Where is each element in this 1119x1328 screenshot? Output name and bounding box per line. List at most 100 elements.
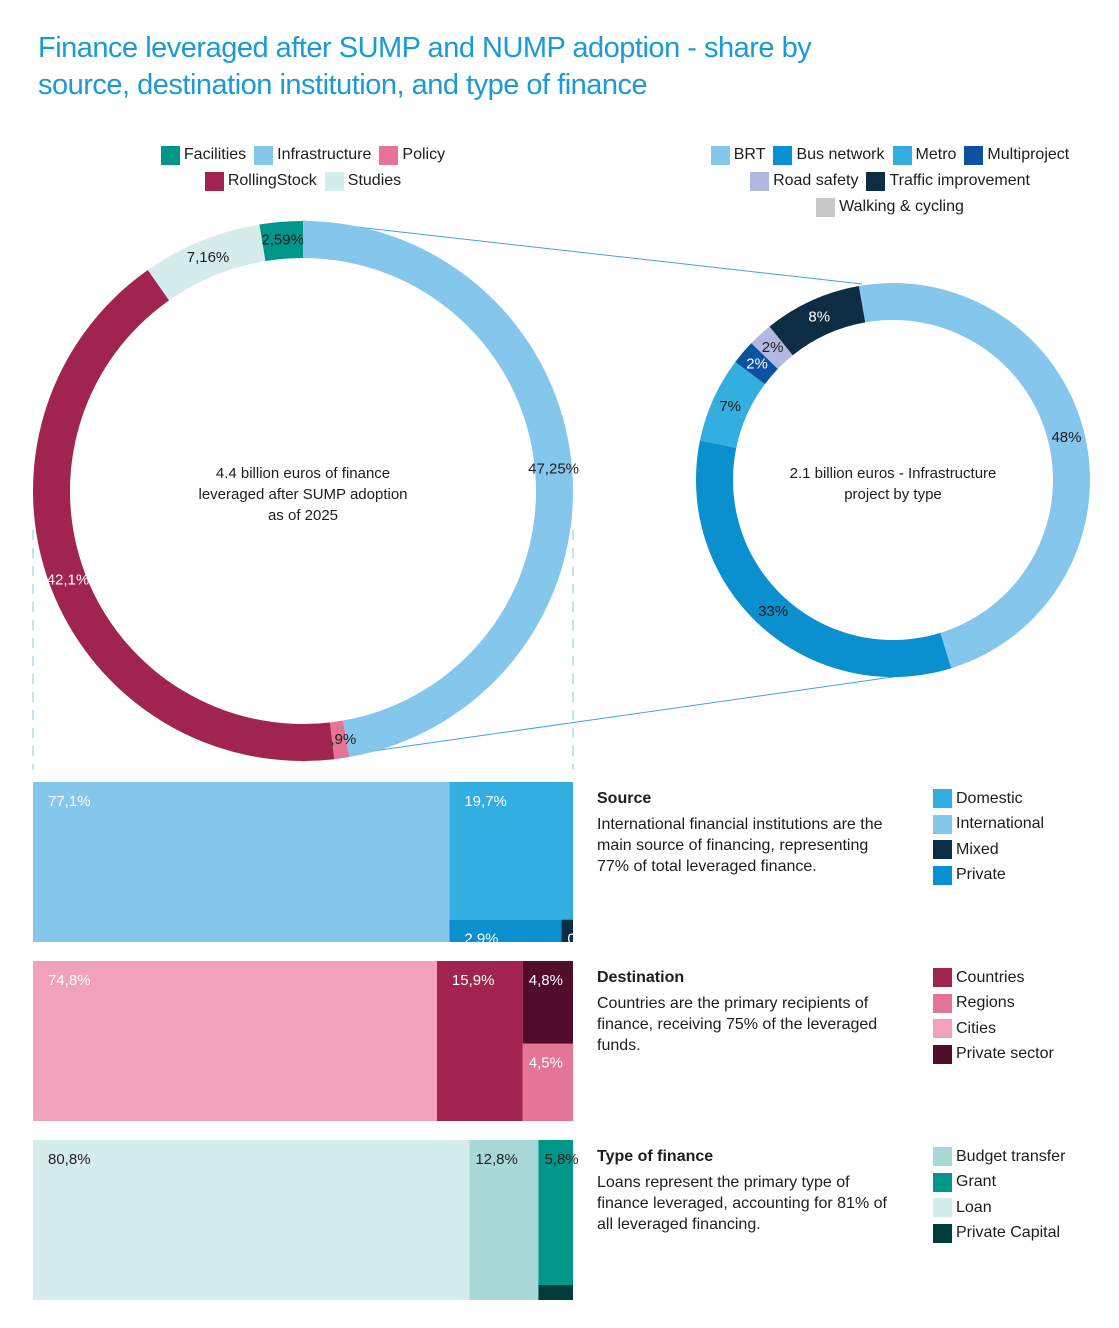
legend-swatch xyxy=(933,968,952,988)
legend-item: Facilities xyxy=(160,145,247,165)
legend-swatch xyxy=(933,993,952,1013)
section-description: Loans represent the primary type of fina… xyxy=(597,1174,887,1233)
legend-label: Multiproject xyxy=(987,146,1070,163)
donut-segment xyxy=(329,720,350,760)
legend-label: Metro xyxy=(915,146,957,163)
legend-swatch xyxy=(710,145,730,165)
data-label: 2% xyxy=(746,355,768,372)
legend-label: Mixed xyxy=(956,840,999,858)
legend-swatch xyxy=(933,1223,952,1243)
legend-label: Traffic improvement xyxy=(889,172,1030,189)
legend-item: Private xyxy=(933,863,1044,889)
data-label: 12,8% xyxy=(475,1151,518,1168)
treemap-cell xyxy=(33,782,450,942)
treemap-cell xyxy=(522,1043,573,1121)
legend-item: Infrastructure xyxy=(254,145,371,165)
treemap-cell xyxy=(449,919,562,942)
legend-label: BRT xyxy=(733,146,766,163)
legend-swatch xyxy=(933,865,952,885)
legend: Budget transfer Grant Loan Private Capital xyxy=(933,1144,1065,1246)
legend-swatch xyxy=(204,171,224,191)
legend-swatch xyxy=(892,145,912,165)
donut-segment xyxy=(735,343,778,385)
legend-item: Budget transfer xyxy=(933,1144,1065,1170)
legend-label: Domestic xyxy=(956,789,1023,807)
legend-swatch xyxy=(816,197,836,217)
treemap-cell xyxy=(538,1285,573,1300)
legend-item: Policy xyxy=(379,145,445,165)
legend-item: Walking & cycling xyxy=(816,197,964,217)
legend-label: Grant xyxy=(956,1173,997,1191)
legend-swatch xyxy=(160,145,180,165)
legend-label: Loan xyxy=(956,1198,992,1216)
legend-swatch xyxy=(933,814,952,834)
donut-annotation: 2.1 billion euros - Infrastructure proje… xyxy=(789,465,997,503)
treemap-cell xyxy=(522,961,573,1044)
legend-item: International xyxy=(933,812,1044,838)
data-label: 7% xyxy=(719,398,741,415)
legend-swatch xyxy=(254,145,274,165)
treemap-cell xyxy=(538,1140,573,1285)
legend-label: Regions xyxy=(956,994,1015,1012)
data-label: 2% xyxy=(762,339,784,356)
data-label: 74,8% xyxy=(48,972,91,989)
legend-swatch xyxy=(933,1172,952,1192)
legend-label: Budget transfer xyxy=(956,1147,1066,1165)
legend-swatch xyxy=(933,1044,952,1064)
legend-label: International xyxy=(956,815,1045,833)
legend-item: Private sector xyxy=(933,1042,1054,1068)
data-label: 8% xyxy=(808,308,830,325)
treemap-cell xyxy=(449,782,573,920)
section-title: Source xyxy=(597,790,652,807)
legend-label: Private xyxy=(956,866,1006,884)
legend-swatch xyxy=(964,145,984,165)
legend-swatch xyxy=(750,171,770,191)
data-label: 4,5% xyxy=(529,1055,563,1072)
legend-swatch xyxy=(773,145,793,165)
legend-label: RollingStock xyxy=(227,172,317,189)
section-title: Type of finance xyxy=(597,1148,714,1165)
legend-item: Grant xyxy=(933,1170,1065,1196)
donut-segment xyxy=(858,283,1090,669)
legend-item: Road safety xyxy=(750,171,858,191)
legend-item: Domestic xyxy=(933,786,1044,812)
donut-segment xyxy=(259,221,304,262)
legend-item: Traffic improvement xyxy=(866,171,1030,191)
data-label: 15,9% xyxy=(452,972,495,989)
donut-annotation: 4.4 billion euros of finance leveraged a… xyxy=(198,465,408,524)
legend-item: Loan xyxy=(933,1195,1065,1221)
legend-item: RollingStock xyxy=(204,171,317,191)
donut-segment xyxy=(769,285,866,356)
data-label: 42,1% xyxy=(47,572,90,589)
section-description: International financial institutions are… xyxy=(597,816,883,875)
legend-item: Cities xyxy=(933,1016,1054,1042)
data-label: 19,7% xyxy=(464,793,507,810)
legend-label: Facilities xyxy=(183,146,247,163)
donut-segment xyxy=(147,224,266,301)
legend-swatch xyxy=(933,789,952,809)
treemap-cell xyxy=(33,961,437,1121)
legend-label: Studies xyxy=(347,172,402,189)
legend-label: Bus network xyxy=(796,146,885,163)
legend-swatch xyxy=(324,171,344,191)
data-label: 2,9% xyxy=(464,931,498,948)
legend-item: Private Capital xyxy=(933,1221,1065,1247)
treemap-cell xyxy=(436,961,523,1121)
connector-line xyxy=(302,675,901,762)
legend-label: Private sector xyxy=(956,1045,1054,1063)
legend-swatch xyxy=(933,1147,952,1167)
treemap-cell xyxy=(33,1140,470,1300)
legend-item: Regions xyxy=(933,991,1054,1017)
section-title: Destination xyxy=(597,969,685,986)
legend-swatch xyxy=(933,840,952,860)
legend: Facilities Infrastructure Policy RollingSto… xyxy=(138,145,468,191)
legend-label: Walking & cycling xyxy=(839,198,964,215)
legend-swatch xyxy=(933,1019,952,1039)
legend-item: Studies xyxy=(324,171,402,191)
data-label: 77,1% xyxy=(48,793,91,810)
data-label: 80,8% xyxy=(48,1151,91,1168)
data-label: 0,3% xyxy=(567,931,601,948)
legend-item: Metro xyxy=(892,145,957,165)
